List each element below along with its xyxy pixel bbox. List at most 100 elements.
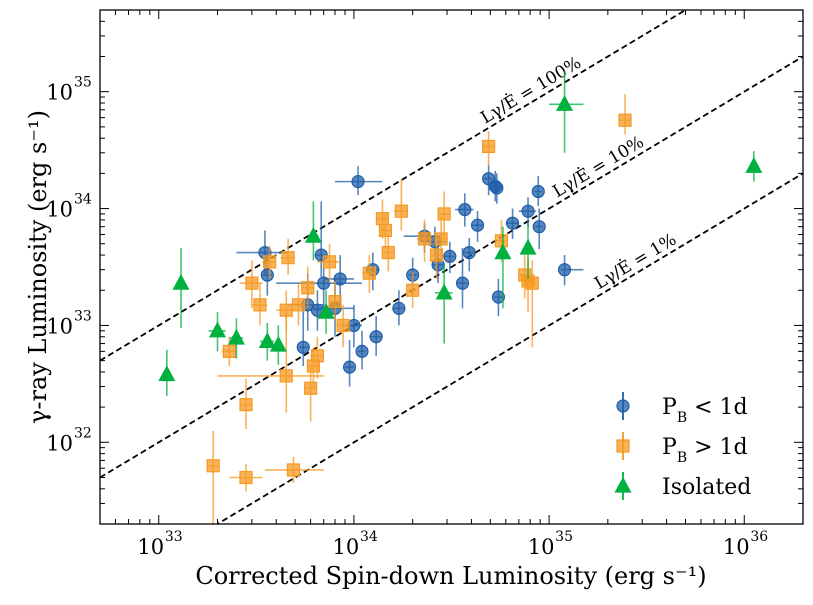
data-marker xyxy=(291,298,306,312)
x-tick-label: 10 xyxy=(137,535,164,559)
data-point xyxy=(519,223,537,279)
data-point xyxy=(239,378,253,429)
data-series xyxy=(158,71,763,524)
data-point xyxy=(336,304,350,348)
data-point xyxy=(328,281,342,321)
data-point xyxy=(482,131,496,167)
data-marker xyxy=(258,332,276,349)
data-marker xyxy=(239,470,253,485)
data-marker xyxy=(227,328,245,345)
data-marker xyxy=(279,369,293,383)
data-point xyxy=(505,208,520,239)
data-marker xyxy=(260,268,274,282)
data-point xyxy=(525,260,539,348)
data-marker xyxy=(362,266,376,280)
data-marker xyxy=(336,318,350,333)
data-point xyxy=(490,173,504,204)
data-marker xyxy=(417,232,432,246)
x-tick-label-exponent: 34 xyxy=(360,529,378,545)
data-point xyxy=(258,322,276,361)
data-point xyxy=(304,201,322,261)
data-marker xyxy=(532,220,546,234)
data-point xyxy=(335,166,383,196)
data-marker xyxy=(557,263,572,277)
data-marker xyxy=(429,248,444,262)
data-marker xyxy=(304,381,318,395)
data-point xyxy=(317,290,335,334)
data-point xyxy=(416,219,432,262)
data-marker xyxy=(406,283,420,297)
data-marker xyxy=(351,175,365,189)
axis-ticks xyxy=(99,9,804,525)
data-marker xyxy=(158,365,176,382)
data-marker xyxy=(333,272,347,286)
data-point xyxy=(443,241,457,274)
data-point xyxy=(306,347,320,387)
data-marker xyxy=(531,184,545,199)
legend-item: PB < 1d xyxy=(616,392,748,426)
data-point xyxy=(494,226,512,309)
data-point xyxy=(381,234,395,272)
data-marker xyxy=(470,218,485,232)
data-marker xyxy=(437,207,451,221)
efficiency-line xyxy=(100,55,803,479)
legend-marker xyxy=(616,439,630,453)
data-marker xyxy=(222,344,236,358)
data-point xyxy=(393,178,409,231)
series-triangle xyxy=(158,71,763,396)
series-square xyxy=(206,94,632,524)
x-tick-label-exponent: 35 xyxy=(555,529,573,545)
data-marker xyxy=(281,251,295,265)
data-point xyxy=(378,213,393,250)
data-point xyxy=(491,278,506,317)
data-point xyxy=(470,211,485,242)
data-marker xyxy=(310,349,325,363)
x-tick-label: 10 xyxy=(333,535,360,559)
x-tick-label: 10 xyxy=(528,535,555,559)
data-point xyxy=(406,271,420,309)
y-tick-label-exponent: 34 xyxy=(74,192,92,208)
data-point xyxy=(462,237,476,272)
data-marker xyxy=(286,463,301,477)
data-marker xyxy=(239,398,253,412)
x-tick-label-exponent: 36 xyxy=(750,529,768,545)
data-point xyxy=(549,71,584,153)
data-point xyxy=(310,336,325,379)
data-marker xyxy=(435,283,453,300)
data-point xyxy=(206,430,220,524)
data-point xyxy=(532,208,546,250)
data-point xyxy=(208,312,227,352)
data-marker xyxy=(317,302,335,319)
data-point xyxy=(531,175,545,207)
data-marker xyxy=(378,223,393,238)
data-point xyxy=(264,456,324,483)
y-axis-label: γ-ray Luminosity (erg s⁻¹) xyxy=(24,110,52,424)
efficiency-line xyxy=(215,172,803,524)
data-point xyxy=(239,260,263,309)
data-point xyxy=(355,330,369,370)
data-marker xyxy=(394,204,408,218)
data-point xyxy=(172,247,190,329)
x-tick-label: 10 xyxy=(723,535,750,559)
data-point xyxy=(557,255,584,286)
data-point xyxy=(158,349,176,396)
data-marker xyxy=(375,212,390,226)
data-marker xyxy=(434,232,448,246)
data-marker xyxy=(296,340,310,354)
data-marker xyxy=(263,255,277,269)
data-point xyxy=(618,94,632,135)
data-point xyxy=(291,283,306,326)
y-tick-label: 10 xyxy=(46,314,73,338)
data-marker xyxy=(328,294,342,309)
data-marker xyxy=(458,202,472,217)
efficiency-reference-lines xyxy=(100,10,803,524)
data-marker xyxy=(525,276,539,290)
data-marker xyxy=(556,95,574,111)
data-point xyxy=(296,308,310,366)
data-marker xyxy=(253,298,267,312)
data-marker xyxy=(355,344,369,358)
data-point xyxy=(227,318,245,359)
